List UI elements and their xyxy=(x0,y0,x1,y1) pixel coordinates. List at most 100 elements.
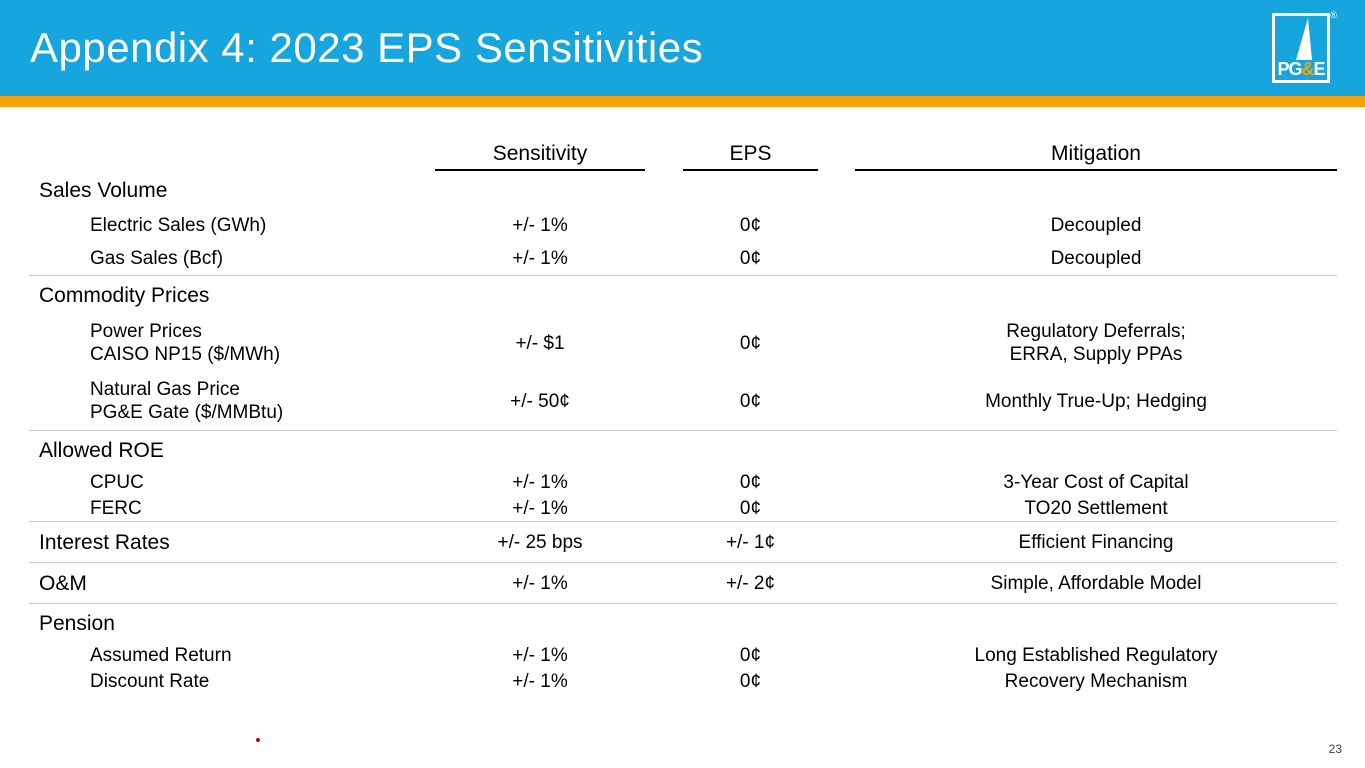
sensitivity-cell: +/- 1% xyxy=(512,572,568,594)
pge-logo: ® PG&E xyxy=(1272,10,1337,83)
eps-cell: 0¢ xyxy=(739,215,762,236)
table-row: Interest Rates +/- 25 bps +/- 1¢ Efficient … xyxy=(0,522,1365,562)
column-header-eps: EPS xyxy=(683,142,818,171)
mitigation-cell: Monthly True-Up; Hedging xyxy=(855,390,1337,413)
cell-line: CAISO NP15 ($/MWh) xyxy=(90,344,281,365)
table-row: FERC +/- 1% 0¢ TO20 Settlement xyxy=(0,495,1365,521)
cell-line: Regulatory Deferrals; xyxy=(1006,321,1186,342)
section-label: O&M xyxy=(39,571,87,595)
eps-cell: 0¢ xyxy=(739,332,762,354)
table-row: Electric Sales (GWh) +/- 1% 0¢ Decoupled xyxy=(0,209,1365,242)
section-header-row: Commodity Prices xyxy=(0,276,1365,314)
cell-line: Long Established Regulatory xyxy=(974,644,1218,666)
row-label: Assumed Return xyxy=(0,644,435,667)
page-number: 23 xyxy=(1328,742,1342,756)
sensitivity-cell: +/- 1% xyxy=(512,644,568,666)
lightning-bolt-icon xyxy=(1296,18,1312,60)
logo-wordmark: PG&E xyxy=(1275,59,1327,80)
mitigation-cell: Efficient Financing xyxy=(855,531,1337,554)
mitigation-cell: Decoupled xyxy=(855,247,1337,270)
cell-line: Assumed Return xyxy=(90,644,232,666)
cell-line: Electric Sales (GWh) xyxy=(90,215,267,236)
mitigation-cell: 3-Year Cost of Capital xyxy=(855,471,1337,494)
table-header-row: Sensitivity EPS Mitigation xyxy=(0,133,1365,171)
cell-line: Recovery Mechanism xyxy=(1004,670,1188,692)
section-header-row: Pension xyxy=(0,604,1365,642)
cell-line: Power Prices xyxy=(90,321,202,342)
row-label: Discount Rate xyxy=(0,670,435,693)
mitigation-cell: Simple, Affordable Model xyxy=(855,572,1337,595)
table-row: Assumed Return +/- 1% 0¢ Long Established R… xyxy=(0,642,1365,668)
cell-line: ERRA, Supply PPAs xyxy=(1009,344,1183,365)
accent-bar xyxy=(0,96,1365,107)
cell-line: Efficient Financing xyxy=(1018,531,1174,553)
eps-cell: +/- 2¢ xyxy=(725,572,776,594)
section-divider xyxy=(29,603,1337,604)
sensitivity-table: Sensitivity EPS Mitigation Sales Volume E… xyxy=(0,133,1365,694)
eps-cell: 0¢ xyxy=(739,644,762,666)
cell-line: Gas Sales (Bcf) xyxy=(90,248,224,269)
row-label: FERC xyxy=(0,497,435,520)
row-label: Power Prices CAISO NP15 ($/MWh) xyxy=(0,320,435,366)
sensitivity-cell: +/- 50¢ xyxy=(510,390,570,412)
cell-line: Natural Gas Price xyxy=(90,379,240,400)
table-row: Power Prices CAISO NP15 ($/MWh) +/- $1 0¢ Re… xyxy=(0,314,1365,372)
section-label: Pension xyxy=(39,611,115,635)
sensitivity-cell: +/- 1% xyxy=(512,670,568,692)
eps-cell: 0¢ xyxy=(739,670,762,692)
cell-line: Discount Rate xyxy=(90,670,210,692)
sensitivity-cell: +/- 1% xyxy=(512,248,568,269)
section-label: Interest Rates xyxy=(39,530,170,554)
row-label: Natural Gas Price PG&E Gate ($/MMBtu) xyxy=(0,378,435,424)
mitigation-cell: Recovery Mechanism xyxy=(855,670,1337,693)
sensitivity-cell: +/- 1% xyxy=(512,471,568,493)
mitigation-cell: TO20 Settlement xyxy=(855,497,1337,520)
row-label: CPUC xyxy=(0,471,435,494)
eps-cell: +/- 1¢ xyxy=(725,531,776,553)
sensitivity-cell: +/- 25 bps xyxy=(497,531,583,553)
section-label: Allowed ROE xyxy=(39,438,164,462)
column-header-mitigation: Mitigation xyxy=(855,142,1337,171)
cell-line: Decoupled xyxy=(1050,248,1142,269)
slide-header: Appendix 4: 2023 EPS Sensitivities ® PG&… xyxy=(0,0,1365,96)
sensitivity-cell: +/- 1% xyxy=(512,215,568,236)
section-header-row: Sales Volume xyxy=(0,171,1365,209)
cell-line: Simple, Affordable Model xyxy=(990,572,1202,594)
cell-line: TO20 Settlement xyxy=(1024,497,1168,519)
sensitivity-cell: +/- 1% xyxy=(512,497,568,519)
logo-e: E xyxy=(1313,59,1326,79)
table-row: O&M +/- 1% +/- 2¢ Simple, Affordable Model xyxy=(0,563,1365,603)
column-header-sensitivity: Sensitivity xyxy=(435,142,645,171)
section-divider xyxy=(29,430,1337,431)
cell-line: CPUC xyxy=(90,471,144,493)
section-label: Commodity Prices xyxy=(39,283,210,307)
slide-title: Appendix 4: 2023 EPS Sensitivities xyxy=(30,24,704,71)
section-divider xyxy=(29,562,1337,563)
logo-ampersand: & xyxy=(1301,59,1315,79)
row-label: Gas Sales (Bcf) xyxy=(0,247,435,270)
cell-line: PG&E Gate ($/MMBtu) xyxy=(90,402,284,423)
logo-pg: PG xyxy=(1277,59,1302,79)
section-header-row: Allowed ROE xyxy=(0,431,1365,469)
cell-line: 3-Year Cost of Capital xyxy=(1003,471,1189,493)
mitigation-cell: Regulatory Deferrals; ERRA, Supply PPAs xyxy=(855,320,1337,366)
section-divider xyxy=(29,521,1337,522)
table-row: Natural Gas Price PG&E Gate ($/MMBtu) +/- … xyxy=(0,372,1365,430)
mitigation-cell: Decoupled xyxy=(855,214,1337,237)
footnote-dot xyxy=(256,738,260,742)
eps-cell: 0¢ xyxy=(739,248,762,269)
mitigation-cell: Long Established Regulatory xyxy=(855,644,1337,667)
sensitivity-cell: +/- $1 xyxy=(515,332,565,354)
eps-cell: 0¢ xyxy=(739,471,762,493)
eps-cell: 0¢ xyxy=(739,497,762,519)
row-label: Electric Sales (GWh) xyxy=(0,214,435,237)
cell-line: FERC xyxy=(90,497,142,519)
registered-mark: ® xyxy=(1330,10,1337,20)
table-row: Gas Sales (Bcf) +/- 1% 0¢ Decoupled xyxy=(0,242,1365,275)
table-row: Discount Rate +/- 1% 0¢ Recovery Mechanism xyxy=(0,668,1365,694)
eps-cell: 0¢ xyxy=(739,390,762,412)
cell-line: Decoupled xyxy=(1050,215,1142,236)
table-body: Sales Volume Electric Sales (GWh) +/- 1% 0¢… xyxy=(0,171,1365,694)
section-label: Sales Volume xyxy=(39,178,168,202)
table-row: CPUC +/- 1% 0¢ 3-Year Cost of Capital xyxy=(0,469,1365,495)
